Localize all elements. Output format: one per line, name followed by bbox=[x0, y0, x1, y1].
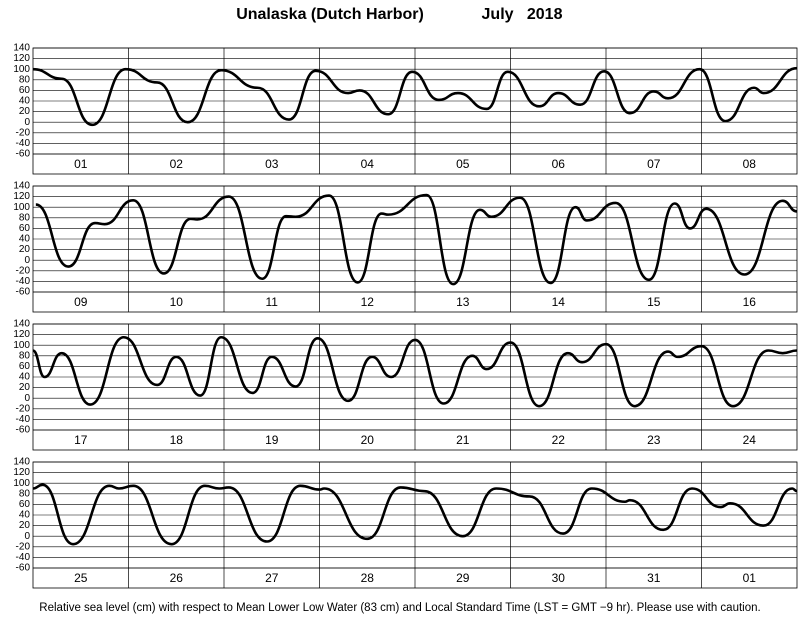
y-tick-label: 120 bbox=[13, 329, 30, 340]
tide-line bbox=[33, 66, 797, 127]
x-tick-label: 27 bbox=[265, 571, 279, 585]
y-tick-label: 20 bbox=[19, 106, 31, 117]
x-tick-label: 08 bbox=[743, 157, 757, 171]
y-tick-label: 20 bbox=[19, 382, 31, 393]
x-tick-label: 24 bbox=[743, 433, 757, 447]
x-tick-label: 29 bbox=[456, 571, 470, 585]
x-tick-label: 15 bbox=[647, 295, 661, 309]
x-tick-label: 16 bbox=[743, 295, 757, 309]
y-tick-label: 140 bbox=[13, 457, 30, 468]
x-tick-label: 11 bbox=[266, 295, 279, 309]
x-tick-label: 13 bbox=[456, 295, 470, 309]
y-tick-label: -40 bbox=[16, 276, 31, 287]
y-tick-label: 60 bbox=[19, 223, 31, 234]
y-tick-label: 20 bbox=[19, 244, 31, 255]
x-tick-label: 04 bbox=[361, 157, 375, 171]
y-tick-label: 0 bbox=[24, 255, 30, 266]
y-tick-label: -20 bbox=[16, 541, 31, 552]
x-tick-label: 25 bbox=[74, 571, 88, 585]
y-tick-label: 60 bbox=[19, 361, 31, 372]
x-tick-label: 03 bbox=[265, 157, 279, 171]
panel-frame bbox=[32, 461, 798, 589]
y-tick-label: -20 bbox=[16, 127, 31, 138]
x-tick-label: 12 bbox=[361, 295, 375, 309]
x-tick-label: 30 bbox=[552, 571, 566, 585]
y-tick-label: 100 bbox=[13, 478, 30, 489]
x-tick-label: 06 bbox=[552, 157, 566, 171]
x-tick-label: 09 bbox=[74, 295, 88, 309]
panel-frame bbox=[32, 185, 798, 313]
y-tick-label: 120 bbox=[13, 191, 30, 202]
y-tick-label: -60 bbox=[16, 563, 31, 574]
tide-line bbox=[33, 335, 797, 408]
x-tick-label: 22 bbox=[552, 433, 566, 447]
x-tick-label: 01 bbox=[743, 571, 757, 585]
x-tick-label: 20 bbox=[361, 433, 375, 447]
x-tick-label: 10 bbox=[170, 295, 184, 309]
y-tick-label: 40 bbox=[19, 510, 31, 521]
tide-line bbox=[35, 193, 797, 286]
y-tick-label: 140 bbox=[13, 43, 30, 54]
y-tick-label: -20 bbox=[16, 403, 31, 414]
y-tick-label: 80 bbox=[19, 350, 31, 361]
y-tick-label: 40 bbox=[19, 96, 31, 107]
panel-frame bbox=[32, 47, 798, 175]
x-tick-label: 02 bbox=[170, 157, 184, 171]
y-tick-label: 100 bbox=[13, 340, 30, 351]
x-tick-label: 26 bbox=[170, 571, 184, 585]
x-tick-label: 17 bbox=[74, 433, 88, 447]
y-tick-label: 80 bbox=[19, 212, 31, 223]
y-tick-label: 120 bbox=[13, 467, 30, 478]
x-tick-label: 28 bbox=[361, 571, 375, 585]
y-tick-label: 100 bbox=[13, 202, 30, 213]
y-tick-label: -60 bbox=[16, 425, 31, 436]
footnote: Relative sea level (cm) with respect to … bbox=[39, 602, 760, 614]
y-tick-label: -40 bbox=[16, 414, 31, 425]
chart-month: July 2018 bbox=[482, 6, 563, 23]
y-tick-label: 40 bbox=[19, 234, 31, 245]
y-tick-label: 0 bbox=[24, 393, 30, 404]
x-tick-label: 18 bbox=[170, 433, 184, 447]
tide-line bbox=[33, 483, 797, 546]
y-tick-label: 80 bbox=[19, 74, 31, 85]
y-tick-label: 140 bbox=[13, 181, 30, 192]
y-tick-label: -60 bbox=[16, 149, 31, 160]
y-tick-label: 20 bbox=[19, 520, 31, 531]
x-tick-label: 01 bbox=[74, 157, 88, 171]
y-tick-label: 140 bbox=[13, 319, 30, 330]
y-tick-label: 100 bbox=[13, 64, 30, 75]
y-tick-label: 60 bbox=[19, 499, 31, 510]
x-tick-label: 31 bbox=[647, 571, 661, 585]
y-tick-label: -40 bbox=[16, 552, 31, 563]
x-tick-label: 07 bbox=[647, 157, 661, 171]
y-tick-label: 0 bbox=[24, 531, 30, 542]
x-tick-label: 05 bbox=[456, 157, 470, 171]
y-tick-label: -60 bbox=[16, 287, 31, 298]
y-tick-label: -40 bbox=[16, 138, 31, 149]
y-tick-label: 80 bbox=[19, 488, 31, 499]
panel-frame bbox=[32, 323, 798, 451]
x-tick-label: 23 bbox=[647, 433, 661, 447]
y-tick-label: 120 bbox=[13, 53, 30, 64]
y-tick-label: 40 bbox=[19, 372, 31, 383]
y-tick-label: 60 bbox=[19, 85, 31, 96]
y-tick-label: 0 bbox=[24, 117, 30, 128]
x-tick-label: 19 bbox=[265, 433, 279, 447]
chart-title: Unalaska (Dutch Harbor) bbox=[236, 6, 424, 23]
x-tick-label: 14 bbox=[552, 295, 566, 309]
x-tick-label: 21 bbox=[456, 433, 470, 447]
y-tick-label: -20 bbox=[16, 265, 31, 276]
